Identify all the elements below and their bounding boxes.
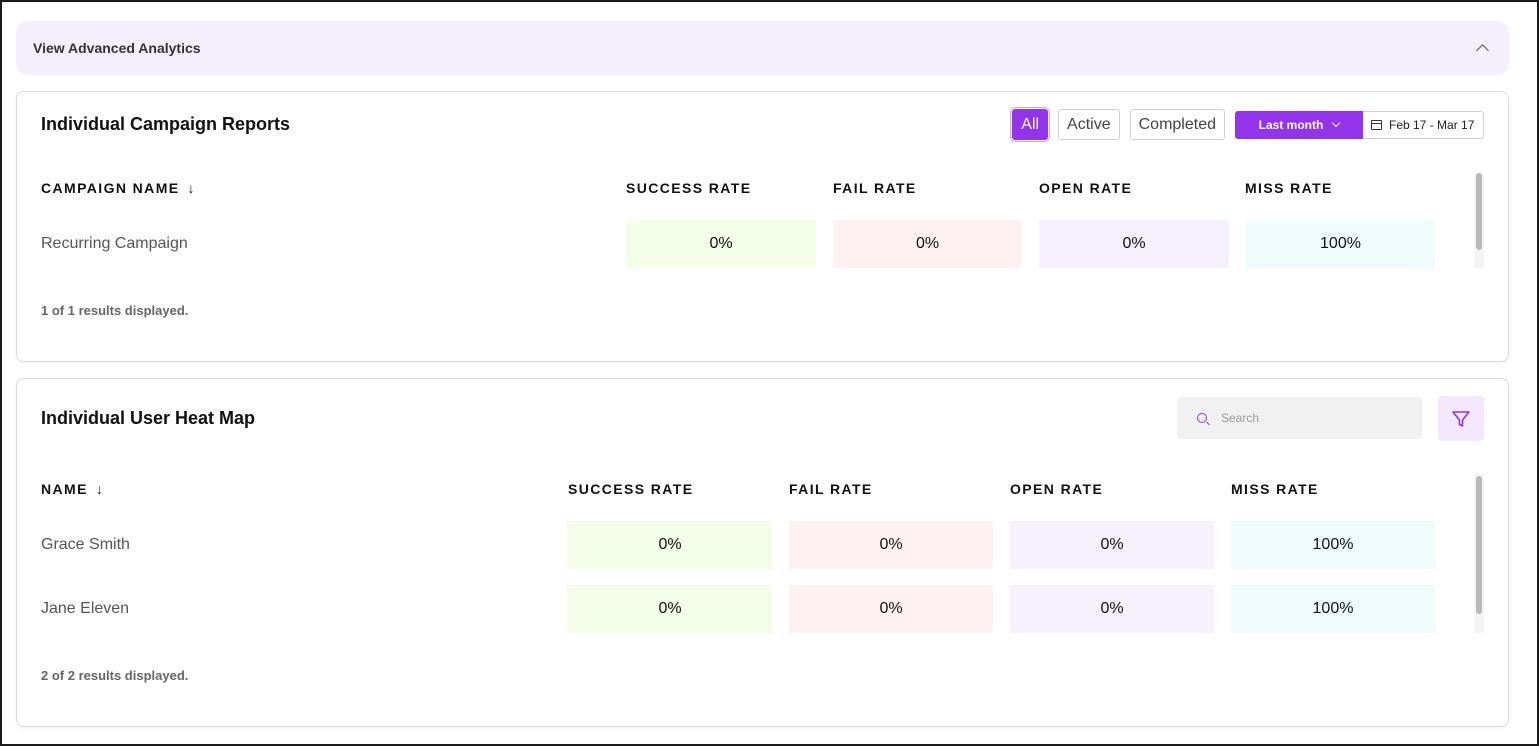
column-header-success-rate: SUCCESS RATE [568,481,694,497]
date-range-picker[interactable]: Feb 17 - Mar 17 [1363,110,1484,139]
heat-map-card: Individual User Heat Map NAME ↓ SUCCESS … [16,378,1509,727]
date-range-group: Last month Feb 17 - Mar 17 [1235,110,1484,139]
filter-icon [1452,410,1470,427]
column-header-name[interactable]: NAME ↓ [41,481,103,497]
accordion-title: View Advanced Analytics [33,40,201,56]
open-rate-cell: 0% [1039,220,1229,268]
fail-rate-cell: 0% [789,521,993,569]
scrollbar-thumb[interactable] [1476,476,1482,614]
fail-rate-cell: 0% [789,585,993,633]
heat-map-title: Individual User Heat Map [41,408,256,428]
success-rate-cell: 0% [568,521,772,569]
filter-all-button[interactable]: All [1010,107,1051,142]
success-rate-cell: 0% [568,585,772,633]
chevron-down-icon [1332,118,1341,128]
chevron-up-icon[interactable] [1476,44,1489,57]
range-dropdown-button[interactable]: Last month [1235,110,1363,139]
success-rate-cell: 0% [626,220,816,268]
column-header-fail-rate: FAIL RATE [833,180,917,196]
campaign-reports-card: Individual Campaign Reports All Active C… [16,91,1509,362]
calendar-icon [1371,119,1382,130]
arrow-down-icon[interactable]: ↓ [187,180,195,196]
search-input[interactable] [1221,411,1401,425]
advanced-analytics-accordion[interactable]: View Advanced Analytics [16,21,1509,75]
column-header-fail-rate: FAIL RATE [789,481,873,497]
user-name-cell[interactable]: Jane Eleven [41,600,130,617]
filter-active-button[interactable]: Active [1058,109,1120,140]
miss-rate-cell: 100% [1231,521,1435,569]
miss-rate-cell: 100% [1231,585,1435,633]
filter-completed-button[interactable]: Completed [1129,109,1225,140]
filter-button[interactable] [1438,396,1484,441]
campaign-reports-title: Individual Campaign Reports [41,114,291,134]
column-header-label: CAMPAIGN NAME [41,180,180,196]
column-header-miss-rate: MISS RATE [1231,481,1319,497]
search-icon [1197,413,1207,423]
arrow-down-icon[interactable]: ↓ [95,481,103,497]
column-header-campaign-name[interactable]: CAMPAIGN NAME ↓ [41,180,195,196]
campaign-table-scrollbar[interactable] [1474,173,1484,268]
open-rate-cell: 0% [1010,521,1214,569]
user-name-cell[interactable]: Grace Smith [41,536,130,553]
column-header-open-rate: OPEN RATE [1010,481,1104,497]
column-header-success-rate: SUCCESS RATE [626,180,752,196]
search-box [1177,397,1422,439]
column-header-open-rate: OPEN RATE [1039,180,1133,196]
scrollbar-thumb[interactable] [1476,173,1482,250]
open-rate-cell: 0% [1010,585,1214,633]
column-header-miss-rate: MISS RATE [1245,180,1333,196]
campaign-results-count: 1 of 1 results displayed. [41,303,189,318]
miss-rate-cell: 100% [1246,220,1435,268]
campaign-name-cell[interactable]: Recurring Campaign [41,235,188,252]
heat-map-results-count: 2 of 2 results displayed. [41,668,189,683]
range-label: Last month [1258,117,1324,132]
fail-rate-cell: 0% [833,220,1022,268]
heat-map-table-scrollbar[interactable] [1474,474,1484,633]
date-range-text: Feb 17 - Mar 17 [1389,117,1475,132]
column-header-label: NAME [41,481,88,497]
campaign-filters: All Active Completed Last month Feb 17 -… [1010,107,1484,142]
